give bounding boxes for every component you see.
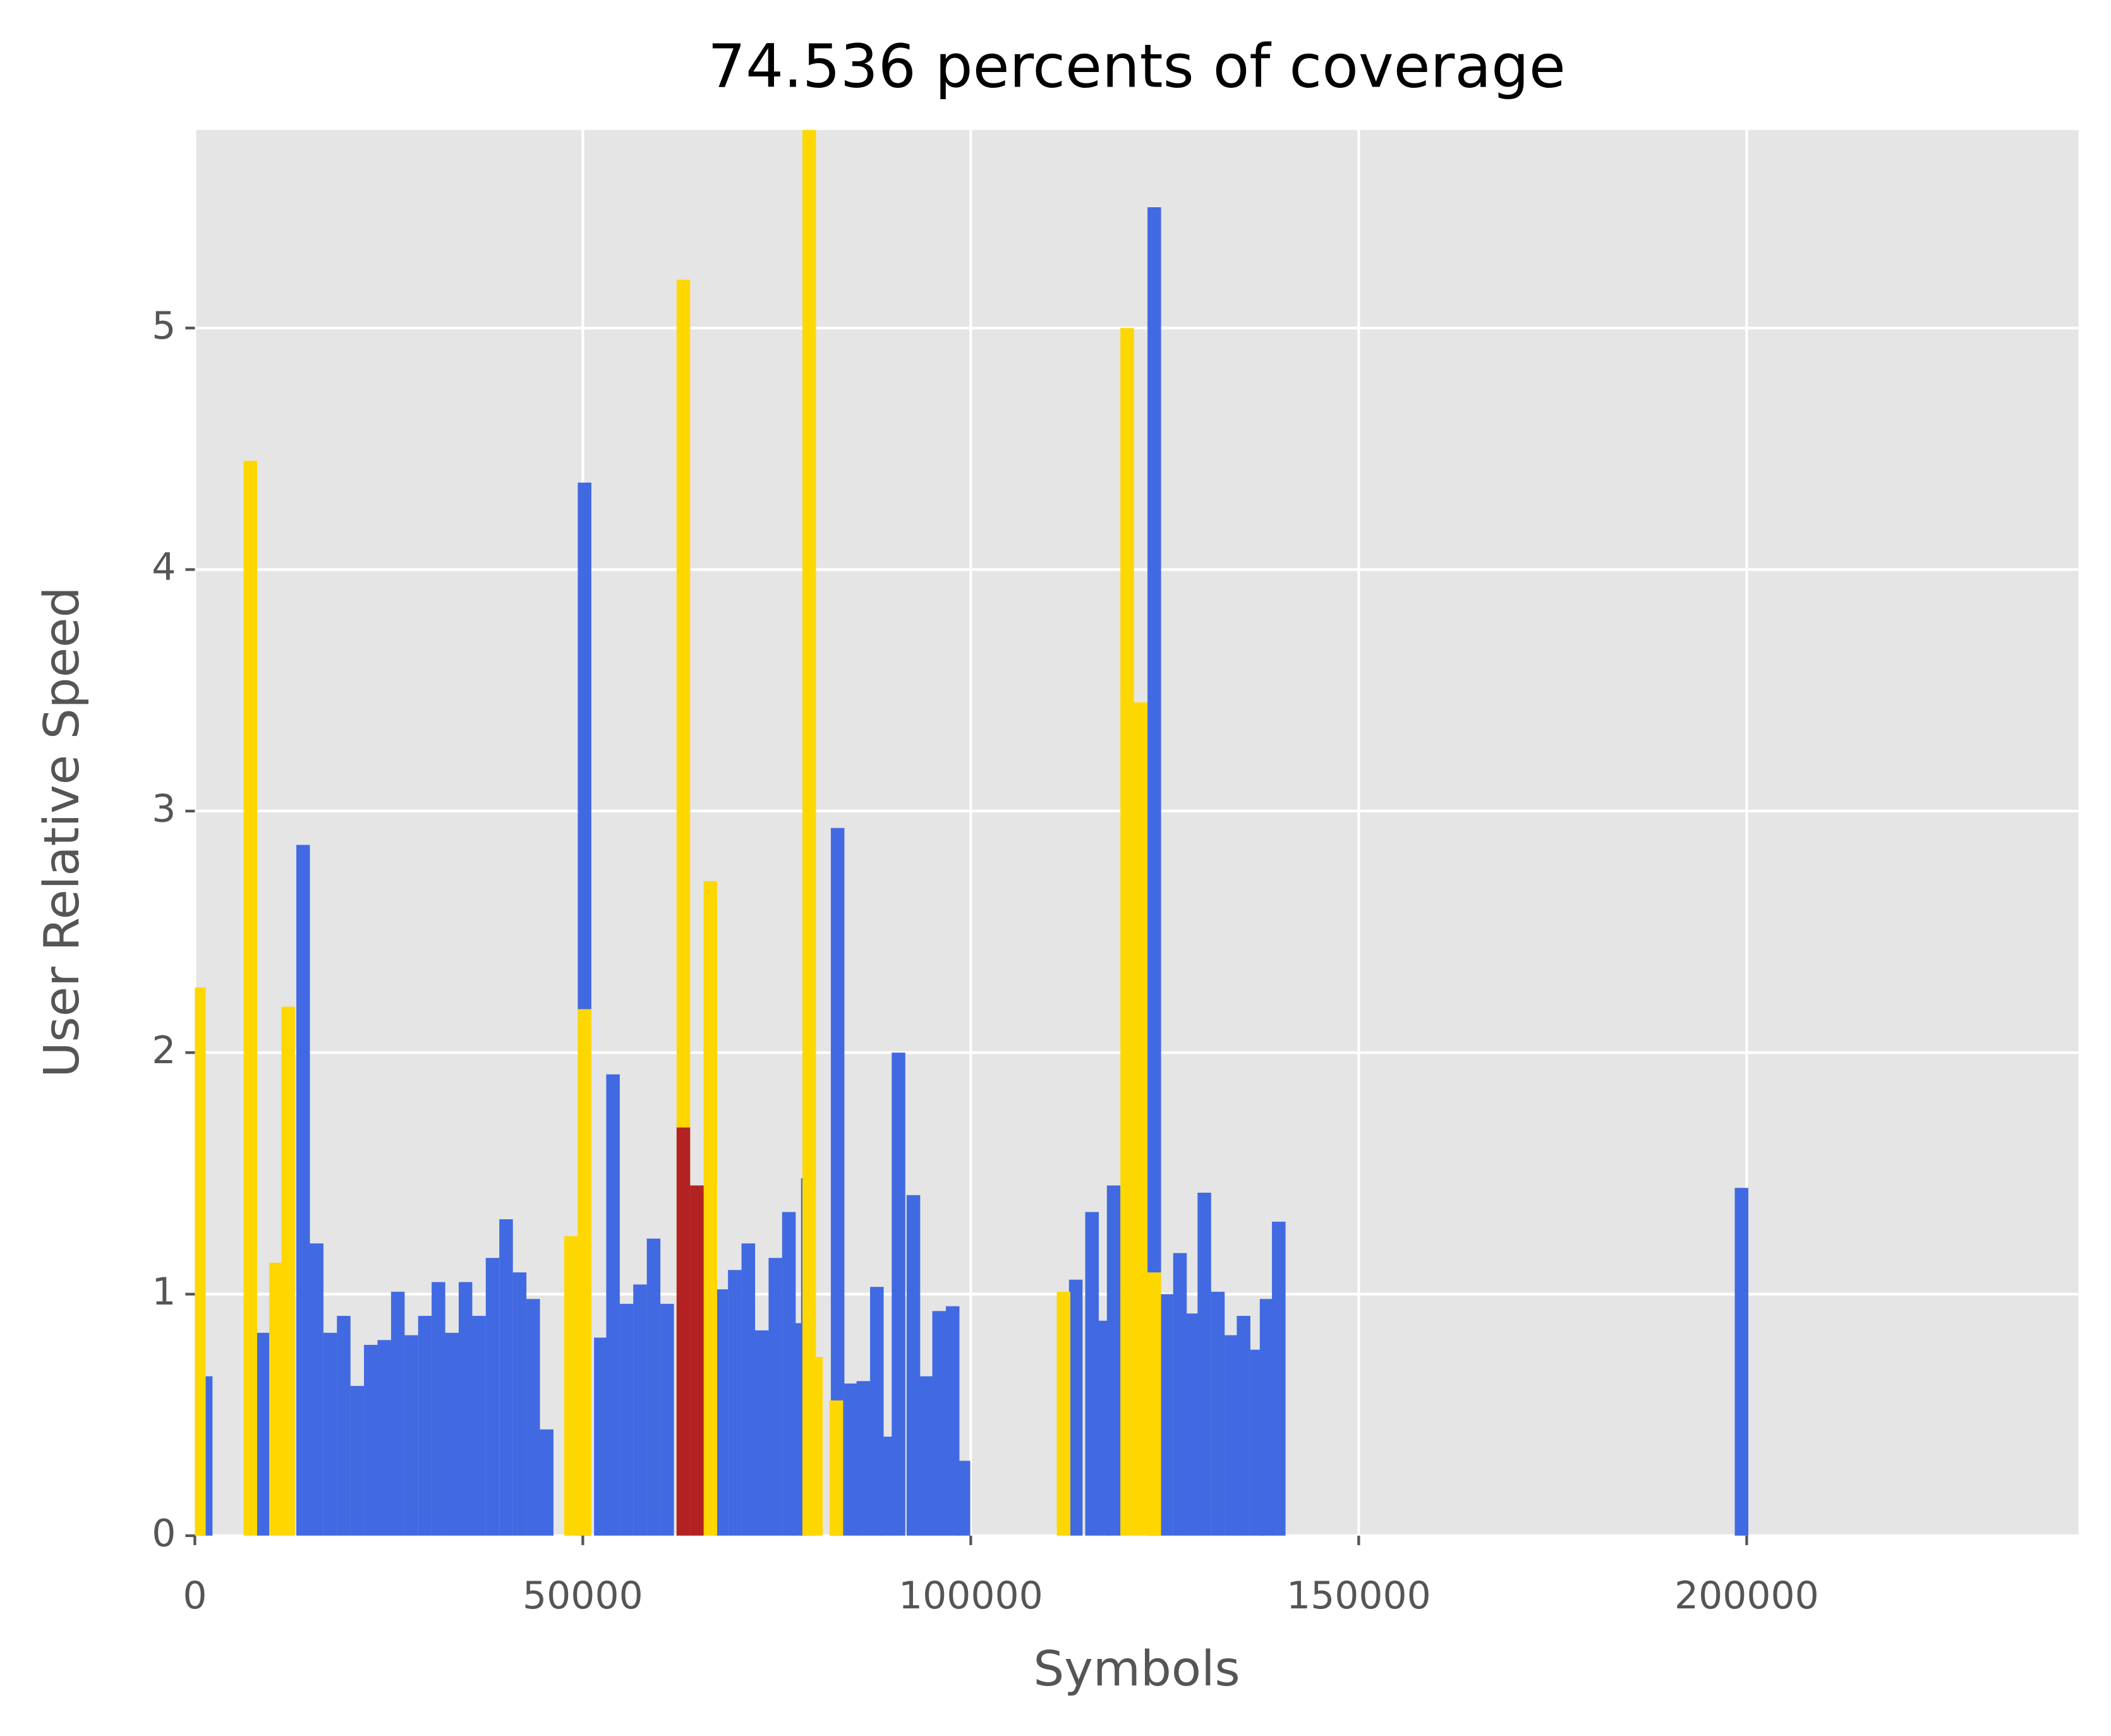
bar <box>1259 1299 1274 1536</box>
bar <box>690 1185 704 1536</box>
bar <box>1147 207 1161 1536</box>
bar <box>472 1315 486 1536</box>
bar <box>1237 1315 1250 1536</box>
bar <box>892 1052 905 1536</box>
bar <box>195 987 206 1536</box>
bar <box>676 1127 691 1536</box>
bar <box>512 1272 527 1536</box>
y-tick-label: 5 <box>152 304 176 348</box>
x-axis-label: Symbols <box>1033 1641 1240 1697</box>
bar <box>377 1340 391 1536</box>
bar <box>606 1074 620 1536</box>
bar <box>540 1429 553 1536</box>
y-tick-label: 2 <box>152 1028 176 1073</box>
x-tick-label: 50000 <box>523 1574 643 1618</box>
bar <box>564 1236 578 1536</box>
bar <box>1085 1212 1099 1536</box>
bar <box>1120 328 1134 1536</box>
bar <box>646 1238 661 1536</box>
bar <box>1734 1188 1749 1536</box>
bar <box>754 1330 769 1536</box>
bar <box>870 1287 884 1536</box>
bar <box>809 1356 823 1536</box>
labels: 0 1 2 3 4 5 0 50000 100000 150000 200000 <box>152 304 1819 1618</box>
bar <box>802 130 816 1536</box>
bar <box>856 1381 871 1536</box>
bar <box>782 1212 796 1536</box>
bar <box>768 1258 782 1536</box>
bar <box>458 1282 473 1536</box>
bar <box>1068 1279 1083 1536</box>
bar <box>404 1335 418 1536</box>
bar <box>714 1289 729 1536</box>
bar <box>633 1284 647 1536</box>
bar <box>957 1461 971 1536</box>
bar <box>323 1332 337 1536</box>
bar <box>432 1282 445 1536</box>
bar <box>1147 1272 1161 1536</box>
bar <box>881 1437 895 1536</box>
bar <box>844 1383 858 1536</box>
bar <box>1225 1335 1238 1536</box>
bar <box>1173 1253 1187 1536</box>
bar <box>1134 702 1148 1536</box>
bar <box>830 828 845 1536</box>
bar <box>932 1311 947 1536</box>
x-tick-label: 200000 <box>1674 1574 1819 1618</box>
chart-title: 74.536 percents of coverage <box>708 32 1566 101</box>
bar <box>1159 1294 1173 1536</box>
bar <box>364 1344 378 1536</box>
bar <box>703 881 718 1536</box>
x-tick-label: 0 <box>183 1574 207 1618</box>
bar <box>255 1332 270 1536</box>
bar <box>919 1376 933 1536</box>
bar <box>296 845 310 1536</box>
bar <box>337 1315 351 1536</box>
bar <box>594 1337 608 1536</box>
x-tick-label: 150000 <box>1286 1574 1431 1618</box>
bar <box>350 1385 365 1536</box>
bar <box>619 1303 634 1536</box>
bar <box>526 1299 540 1536</box>
bar <box>243 461 257 1536</box>
bar <box>829 1400 844 1536</box>
bar <box>1185 1313 1199 1536</box>
y-axis-label: User Relative Speed <box>33 587 90 1078</box>
bar <box>906 1195 921 1536</box>
bar <box>578 1009 591 1536</box>
bar <box>660 1303 674 1536</box>
bar <box>281 1006 295 1536</box>
bar <box>445 1332 459 1536</box>
bar <box>499 1219 513 1536</box>
x-tick-label: 100000 <box>898 1574 1043 1618</box>
bar <box>310 1243 324 1536</box>
bar <box>741 1243 756 1536</box>
y-tick-label: 0 <box>152 1512 176 1556</box>
bar <box>390 1291 405 1536</box>
bar <box>1272 1221 1286 1536</box>
bar <box>1056 1291 1071 1536</box>
y-tick-label: 1 <box>152 1270 176 1314</box>
bar <box>945 1306 960 1536</box>
y-tick-label: 4 <box>152 545 176 589</box>
bar <box>269 1262 283 1536</box>
bar <box>418 1315 432 1536</box>
bar <box>1106 1185 1121 1536</box>
bars <box>195 130 1749 1536</box>
bar <box>485 1258 500 1536</box>
y-tick-label: 3 <box>152 787 176 831</box>
bar <box>1197 1192 1211 1536</box>
bar <box>1211 1291 1225 1536</box>
bar <box>728 1270 742 1536</box>
